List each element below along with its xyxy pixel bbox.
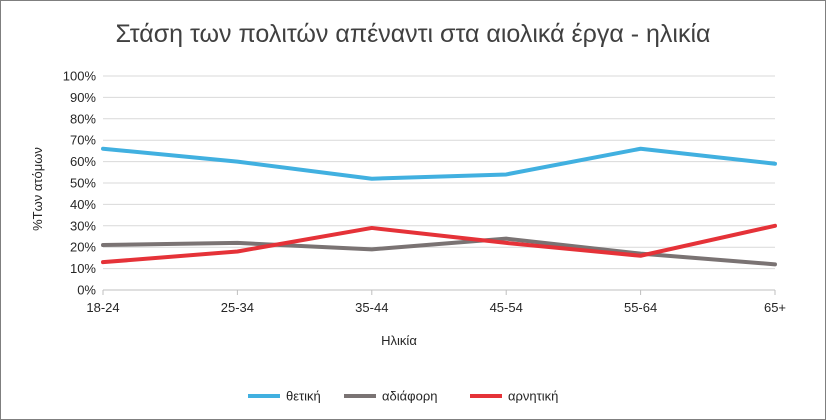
y-tick-label: 40% <box>70 197 96 212</box>
y-tick-label: 20% <box>70 240 96 255</box>
y-tick-label: 90% <box>70 90 96 105</box>
y-tick-label: 100% <box>63 69 97 84</box>
x-tick-label: 55-64 <box>624 300 657 315</box>
y-tick-label: 0% <box>77 283 96 298</box>
series-line-1 <box>101 146 777 181</box>
y-axis-ticks: 0% 10% 20% 30% 40% 50% 60% 70% 80% 90% 100% <box>63 69 97 298</box>
gridlines <box>103 75 775 291</box>
x-axis-label: Ηλικία <box>381 333 417 348</box>
x-tick-label: 18-24 <box>86 300 119 315</box>
legend: θετική αδιάφορη αρνητική <box>248 389 558 404</box>
y-axis-label: %Των ατόμων <box>30 147 45 231</box>
x-tick-label: 35-44 <box>355 300 388 315</box>
y-tick-label: 70% <box>70 133 96 148</box>
legend-label: αδιάφορη <box>382 389 437 404</box>
y-tick-label: 50% <box>70 176 96 191</box>
y-tick-label: 60% <box>70 154 96 169</box>
x-tick-label: 65+ <box>764 300 786 315</box>
series-line-2 <box>101 236 777 267</box>
y-tick-label: 80% <box>70 111 96 126</box>
y-tick-label: 10% <box>70 261 96 276</box>
series-lines <box>101 146 777 267</box>
y-tick-label: 30% <box>70 218 96 233</box>
x-axis-ticks: 18-24 25-34 35-44 45-54 55-64 65+ <box>86 290 786 315</box>
x-tick-label: 45-54 <box>490 300 523 315</box>
legend-label: θετική <box>286 389 321 404</box>
series-line-3 <box>101 223 777 265</box>
x-tick-label: 25-34 <box>221 300 254 315</box>
legend-label: αρνητική <box>508 389 558 404</box>
chart-title: Στάση των πολιτών απέναντι στα αιολικά έ… <box>115 20 711 48</box>
